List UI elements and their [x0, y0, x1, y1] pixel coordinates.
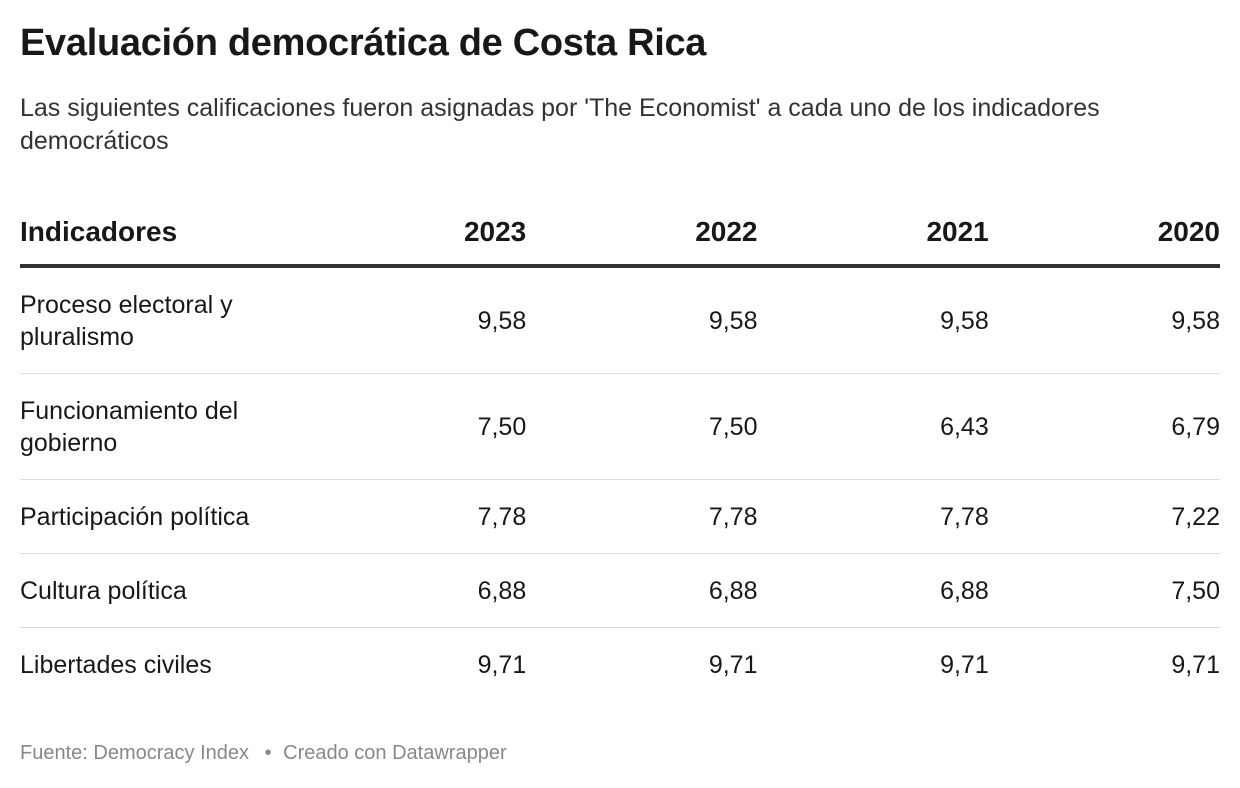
chart-subtitle: Las siguientes calificaciones fueron asi…	[20, 94, 1100, 155]
table-header-row: Indicadores 2023 2022 2021 2020	[20, 200, 1220, 268]
value-cell: 9,58	[295, 266, 527, 374]
row-label: Funcionamiento del gobierno	[20, 373, 295, 480]
column-header-2022: 2022	[526, 200, 758, 268]
value-cell: 7,50	[295, 373, 527, 480]
value-cell: 7,78	[757, 479, 989, 554]
table-row: Libertades civiles 9,71 9,71 9,71 9,71	[20, 628, 1220, 702]
value-cell: 9,71	[708, 650, 758, 679]
value-cell: 6,79	[988, 373, 1220, 480]
value-cell: 7,78	[295, 479, 527, 554]
value-cell: 7,50	[988, 553, 1220, 628]
value-cell: 6,88	[295, 553, 527, 628]
table-row: Proceso electoral y pluralismo 9,58 9,58 9,…	[20, 266, 1220, 374]
value-cell: 7,50	[526, 373, 758, 480]
table-row: Participación política 7,78 7,78 7,78 7,22	[20, 479, 1220, 554]
value-cell: 9,71	[940, 650, 989, 679]
value-cell: 9,71	[477, 650, 527, 679]
column-header-2020: 2020	[988, 200, 1220, 268]
source-note: Fuente: Democracy Index	[20, 742, 249, 764]
value-cell: 9,58	[988, 266, 1220, 374]
row-label: Cultura política	[20, 553, 295, 628]
column-header-indicadores: Indicadores	[20, 200, 295, 268]
value-cell: 7,22	[988, 479, 1220, 554]
value-cell: 9,71	[1171, 650, 1220, 679]
value-cell: 7,78	[526, 479, 758, 554]
table-row: Cultura política 6,88 6,88 6,88 7,50	[20, 553, 1220, 628]
table-row: Funcionamiento del gobierno 7,50 7,50 6,43 6…	[20, 373, 1220, 480]
row-label: Participación política	[20, 479, 295, 554]
separator-dot: •	[264, 742, 272, 764]
credit-link[interactable]: Creado con Datawrapper	[283, 742, 507, 764]
table-body: Proceso electoral y pluralismo 9,58 9,58 9,…	[20, 266, 1220, 701]
value-cell: 6,88	[526, 553, 758, 628]
data-table: Indicadores 2023 2022 2021 2020 Proceso elec…	[20, 200, 1220, 701]
value-cell: 9,58	[757, 266, 989, 374]
value-cell: 9,58	[526, 266, 758, 374]
row-label: Libertades civiles	[20, 650, 212, 679]
column-header-2023: 2023	[295, 200, 527, 268]
value-cell: 6,43	[757, 373, 989, 480]
column-header-2021: 2021	[757, 200, 989, 268]
row-label: Proceso electoral y pluralismo	[20, 266, 295, 374]
value-cell: 6,88	[757, 553, 989, 628]
chart-title: Evaluación democrática de Costa Rica	[20, 22, 707, 64]
footer: Fuente: Democracy Index • Creado con Dat…	[20, 742, 507, 765]
